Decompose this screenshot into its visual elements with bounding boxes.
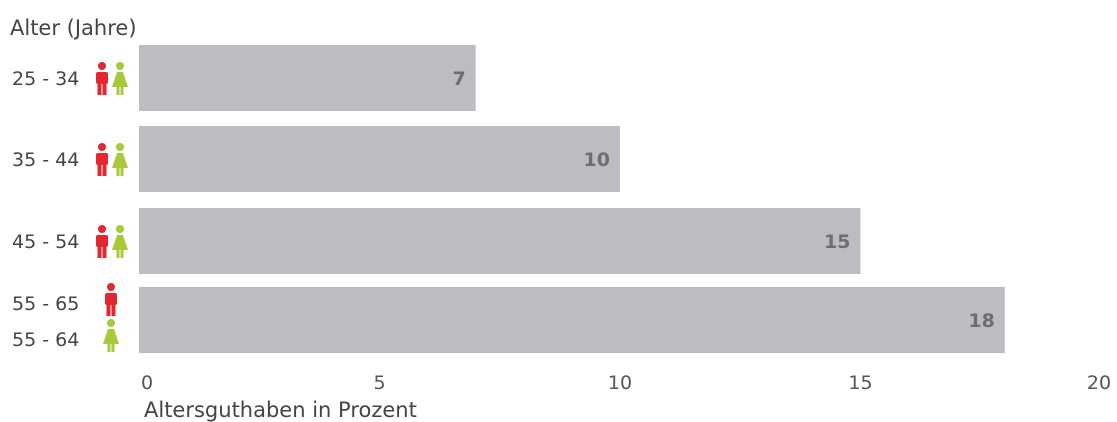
man-icon-leg	[102, 246, 107, 258]
man-icon-leg	[102, 83, 107, 95]
man-icon-torso	[96, 72, 108, 84]
man-icon-head	[107, 283, 115, 291]
x-tick-label: 10	[608, 372, 632, 394]
man-icon	[105, 283, 117, 316]
woman-icon-head	[107, 319, 115, 327]
bar-value-label: 7	[452, 68, 465, 90]
man-icon	[96, 62, 108, 95]
category-label: 55 - 64	[12, 329, 79, 351]
bar-value-label: 18	[968, 310, 994, 332]
woman-icon-dress	[103, 329, 119, 344]
woman-icon-head	[116, 62, 124, 70]
woman-icon-dress	[112, 72, 128, 87]
woman-icon-leg	[116, 168, 120, 176]
woman-icon-dress	[112, 153, 128, 168]
man-icon-head	[98, 62, 106, 70]
woman-icon-head	[116, 143, 124, 151]
man-icon-leg	[97, 164, 102, 176]
woman-icon-dress	[112, 235, 128, 250]
woman-icon-leg	[120, 168, 124, 176]
man-icon-torso	[96, 153, 108, 165]
woman-icon	[112, 62, 128, 95]
y-axis-title: Alter (Jahre)	[10, 16, 137, 40]
bar	[139, 287, 1005, 353]
x-tick-label: 15	[848, 372, 872, 394]
man-icon-leg	[102, 164, 107, 176]
woman-icon-leg	[120, 250, 124, 258]
man-icon-leg	[97, 246, 102, 258]
woman-icon-leg	[116, 87, 120, 95]
man-icon-torso	[105, 293, 117, 305]
man-icon-leg	[106, 304, 111, 316]
x-tick-label: 5	[373, 372, 385, 394]
category-label: 25 - 34	[12, 68, 79, 90]
woman-icon	[112, 225, 128, 258]
bar-value-label: 15	[824, 231, 850, 253]
bar	[139, 208, 861, 274]
man-icon	[96, 143, 108, 176]
woman-icon	[112, 143, 128, 176]
man-icon	[96, 225, 108, 258]
x-tick-label: 20	[1087, 372, 1111, 394]
category-label: 35 - 44	[12, 149, 79, 171]
category-label: 55 - 65	[12, 293, 79, 315]
woman-icon-leg	[107, 344, 111, 352]
x-axis-title: Altersguthaben in Prozent	[144, 398, 417, 422]
woman-icon-head	[116, 225, 124, 233]
bar	[139, 126, 620, 192]
woman-icon	[103, 319, 119, 352]
man-icon-torso	[96, 235, 108, 247]
man-icon-leg	[111, 304, 116, 316]
man-icon-head	[98, 225, 106, 233]
x-tick-label: 0	[141, 372, 153, 394]
bar	[139, 45, 476, 111]
man-icon-head	[98, 143, 106, 151]
category-label: 45 - 54	[12, 231, 79, 253]
woman-icon-leg	[116, 250, 120, 258]
man-icon-leg	[97, 83, 102, 95]
woman-icon-leg	[120, 87, 124, 95]
bar-value-label: 10	[584, 149, 610, 171]
woman-icon-leg	[111, 344, 115, 352]
